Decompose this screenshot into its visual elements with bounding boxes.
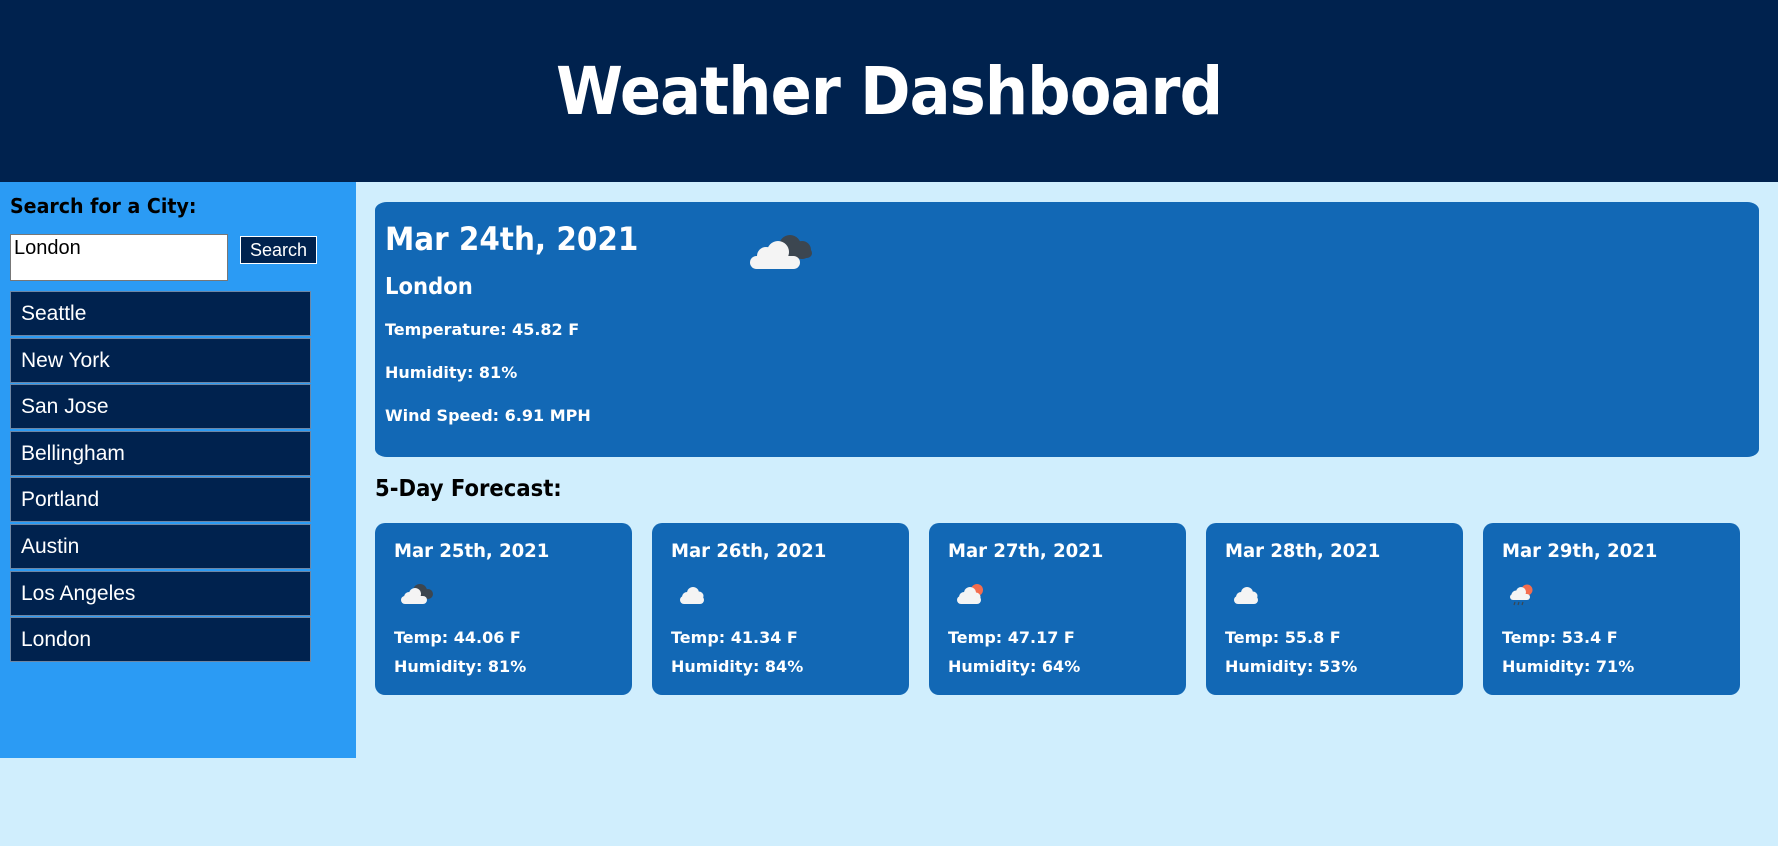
history-item-austin[interactable]: Austin <box>10 523 311 569</box>
partly-cloudy-icon <box>957 584 983 604</box>
forecast-date: Mar 26th, 2021 <box>671 540 827 562</box>
forecast-date: Mar 28th, 2021 <box>1225 540 1381 562</box>
forecast-date: Mar 29th, 2021 <box>1502 540 1658 562</box>
sidebar: Search for a City: Search Seattle New Yo… <box>0 182 356 758</box>
history-item-new-york[interactable]: New York <box>10 337 311 383</box>
page-header: Weather Dashboard <box>0 0 1778 182</box>
forecast-humidity: Humidity: 84% <box>671 657 804 676</box>
current-temperature: Temperature: 45.82 F <box>385 320 580 339</box>
broken-clouds-icon <box>750 235 812 269</box>
forecast-temp: Temp: 41.34 F <box>671 628 798 647</box>
page-title: Weather Dashboard <box>555 52 1223 130</box>
forecast-temp: Temp: 55.8 F <box>1225 628 1341 647</box>
forecast-temp: Temp: 53.4 F <box>1502 628 1618 647</box>
forecast-card: Mar 25th, 2021 Temp: 44.06 F Humidity: 8… <box>375 523 632 695</box>
history-item-portland[interactable]: Portland <box>10 477 311 523</box>
history-item-san-jose[interactable]: San Jose <box>10 384 311 430</box>
forecast-date: Mar 25th, 2021 <box>394 540 550 562</box>
forecast-date: Mar 27th, 2021 <box>948 540 1104 562</box>
broken-clouds-icon <box>401 584 433 604</box>
forecast-humidity: Humidity: 64% <box>948 657 1081 676</box>
current-wind-speed: Wind Speed: 6.91 MPH <box>385 406 591 425</box>
current-city: London <box>385 274 473 300</box>
forecast-humidity: Humidity: 81% <box>394 657 527 676</box>
search-label: Search for a City: <box>10 194 197 218</box>
cloud-icon <box>1234 587 1258 604</box>
cloud-icon <box>680 587 704 604</box>
forecast-heading: 5-Day Forecast: <box>375 476 562 502</box>
forecast-humidity: Humidity: 71% <box>1502 657 1635 676</box>
forecast-humidity: Humidity: 53% <box>1225 657 1358 676</box>
history-item-seattle[interactable]: Seattle <box>10 291 311 336</box>
search-history-list: Seattle New York San Jose Bellingham Por… <box>10 291 311 664</box>
history-item-london[interactable]: London <box>10 617 311 663</box>
current-date: Mar 24th, 2021 <box>385 220 639 258</box>
history-item-los-angeles[interactable]: Los Angeles <box>10 570 311 616</box>
sun-rain-icon <box>1510 584 1533 606</box>
search-input[interactable] <box>10 234 228 281</box>
current-weather-card: Mar 24th, 2021 London Temperature: 45.82… <box>375 202 1759 457</box>
forecast-card: Mar 26th, 2021 Temp: 41.34 F Humidity: 8… <box>652 523 909 695</box>
search-button[interactable]: Search <box>240 236 317 264</box>
forecast-temp: Temp: 44.06 F <box>394 628 521 647</box>
history-item-bellingham[interactable]: Bellingham <box>10 430 311 476</box>
forecast-card: Mar 27th, 2021 Temp: 47.17 F Humidity: 6… <box>929 523 1186 695</box>
forecast-card: Mar 28th, 2021 Temp: 55.8 F Humidity: 53… <box>1206 523 1463 695</box>
forecast-temp: Temp: 47.17 F <box>948 628 1075 647</box>
forecast-card: Mar 29th, 2021 Temp: 53.4 F Humidity: 71… <box>1483 523 1740 695</box>
current-humidity: Humidity: 81% <box>385 363 518 382</box>
